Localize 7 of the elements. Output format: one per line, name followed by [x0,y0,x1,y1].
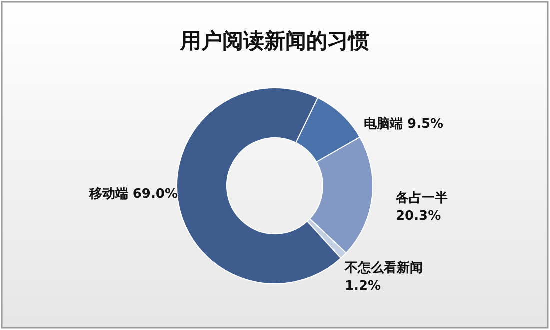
slice-label: 移动端 69.0% [88,187,178,202]
slice-label: 各占一半 [395,191,448,206]
data-label: 20.3% [396,209,442,224]
data-label: 1.2% [345,279,382,294]
chart-title: 用户阅读新闻的习惯 [180,29,370,53]
slice-label: 不怎么看新闻 [344,260,423,276]
slice-label: 电脑端 9.5% [364,116,444,132]
